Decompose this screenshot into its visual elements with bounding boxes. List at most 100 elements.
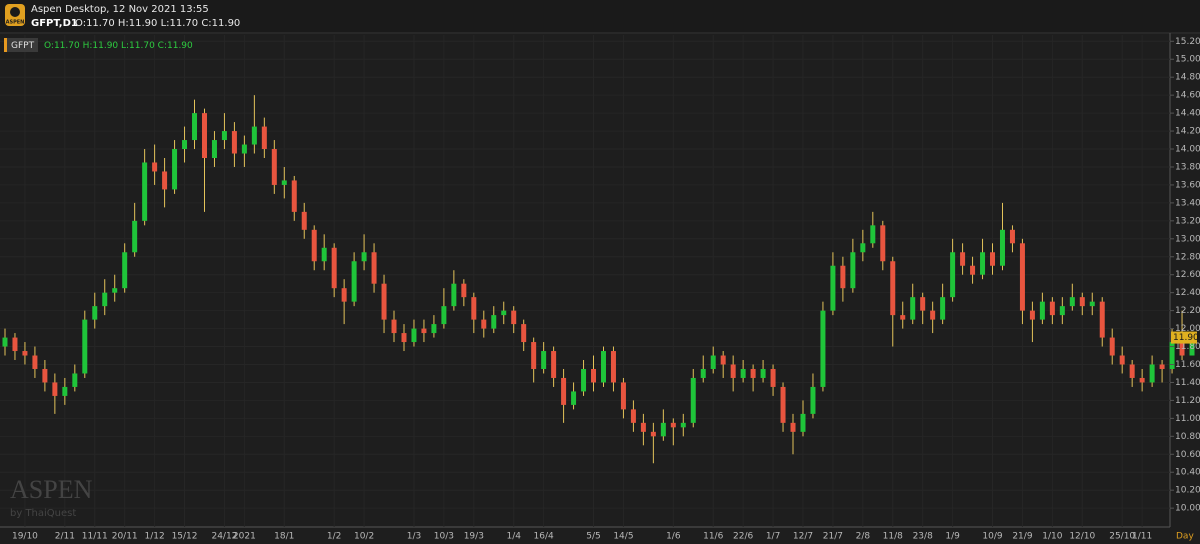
- x-tick-label: 1/10: [1042, 532, 1062, 542]
- candle-body: [930, 310, 936, 320]
- candle-body: [201, 113, 207, 158]
- x-tick-label: 23/8: [913, 532, 933, 542]
- candle-body: [1149, 364, 1155, 383]
- candle-body: [581, 368, 587, 392]
- candle-body: [132, 220, 138, 253]
- candle-body: [730, 364, 736, 378]
- candle-body: [241, 144, 247, 154]
- y-tick-label: 14.00: [1175, 145, 1200, 155]
- candle-body: [461, 283, 467, 298]
- candle-body: [960, 252, 966, 266]
- watermark-sub: by ThaiQuest: [10, 508, 76, 519]
- y-tick-label: 12.60: [1175, 270, 1200, 280]
- x-tick-label: 12/7: [793, 532, 813, 542]
- period-label: Day: [1176, 532, 1194, 542]
- candle-body: [1069, 297, 1075, 307]
- candle-body: [451, 283, 457, 307]
- watermark: ASPEN: [10, 475, 93, 504]
- candle-body: [740, 368, 746, 378]
- candle-body: [990, 252, 996, 266]
- x-tick-label: 1/6: [666, 532, 681, 542]
- candle-body: [52, 382, 58, 396]
- x-tick-label: 10/9: [982, 532, 1002, 542]
- candle-body: [910, 297, 916, 320]
- y-tick-label: 10.00: [1175, 504, 1200, 514]
- x-tick-label: 11/8: [883, 532, 903, 542]
- candle-body: [162, 171, 168, 190]
- legend-box: [4, 38, 38, 52]
- x-tick-label: 1/4: [506, 532, 521, 542]
- candle-body: [431, 324, 437, 334]
- candle-body: [760, 368, 766, 378]
- candle-body: [1189, 337, 1195, 356]
- y-tick-label: 15.20: [1175, 37, 1200, 47]
- candle-body: [491, 315, 497, 329]
- x-tick-label: 10/2: [354, 532, 374, 542]
- x-tick-label: 11/6: [703, 532, 723, 542]
- y-tick-label: 15.00: [1175, 55, 1200, 65]
- y-tick-label: 14.60: [1175, 91, 1200, 101]
- x-tick-label: 22/6: [733, 532, 753, 542]
- y-tick-label: 13.40: [1175, 198, 1200, 208]
- candle-body: [1139, 377, 1145, 383]
- candle-body: [770, 368, 776, 387]
- candle-body: [261, 126, 267, 150]
- x-tick-label: 2/11: [55, 532, 75, 542]
- candle-body: [980, 252, 986, 275]
- candle-body: [42, 368, 48, 383]
- x-tick-label: 2021: [233, 532, 256, 542]
- candle-body: [72, 373, 78, 387]
- y-tick-label: 12.00: [1175, 324, 1200, 334]
- candle-body: [551, 351, 557, 378]
- y-tick-label: 14.40: [1175, 109, 1200, 119]
- candle-body: [640, 422, 646, 432]
- candle-body: [610, 351, 616, 383]
- candle-body: [600, 351, 606, 383]
- candle-body: [441, 306, 447, 325]
- y-tick-label: 14.20: [1175, 127, 1200, 137]
- x-tick-label: 16/4: [534, 532, 554, 542]
- logo-text: ASPEN: [6, 20, 25, 26]
- candle-body: [22, 351, 28, 356]
- candle-body: [142, 162, 148, 221]
- candle-body: [361, 252, 367, 262]
- candle-body: [1089, 301, 1095, 307]
- candle-body: [321, 247, 327, 262]
- candle-body: [301, 211, 307, 230]
- candle-body: [1099, 301, 1105, 338]
- candle-body: [251, 126, 257, 145]
- y-tick-label: 10.20: [1175, 486, 1200, 496]
- candle-body: [1159, 364, 1165, 369]
- x-tick-label: 1/7: [766, 532, 780, 542]
- candle-body: [820, 310, 826, 387]
- candle-body: [1039, 301, 1045, 320]
- candle-body: [471, 297, 477, 320]
- candle-body: [122, 252, 128, 289]
- legend-ohlc: O:11.70 H:11.90 L:11.70 C:11.90: [44, 41, 193, 51]
- x-tick-label: 2/8: [856, 532, 871, 542]
- candle-body: [221, 131, 227, 141]
- x-tick-label: 1/11: [1132, 532, 1152, 542]
- candle-body: [920, 297, 926, 311]
- candle-body: [630, 409, 636, 423]
- candle-body: [1109, 337, 1115, 356]
- candle-body: [1009, 229, 1015, 244]
- x-tick-label: 20/11: [112, 532, 138, 542]
- candle-body: [591, 368, 597, 383]
- x-tick-label: 1/12: [145, 532, 165, 542]
- x-tick-label: 19/10: [12, 532, 38, 542]
- candle-body: [850, 252, 856, 289]
- candle-body: [291, 180, 297, 212]
- candle-body: [650, 431, 656, 437]
- candle-body: [1079, 297, 1085, 307]
- x-tick-label: 11/11: [82, 532, 108, 542]
- candle-body: [521, 324, 527, 343]
- candle-body: [840, 265, 846, 289]
- candle-body: [32, 355, 38, 369]
- y-tick-label: 13.60: [1175, 180, 1200, 190]
- candle-body: [1059, 306, 1065, 316]
- y-tick-label: 12.40: [1175, 288, 1200, 298]
- y-tick-label: 10.40: [1175, 468, 1200, 478]
- candle-body: [620, 382, 626, 410]
